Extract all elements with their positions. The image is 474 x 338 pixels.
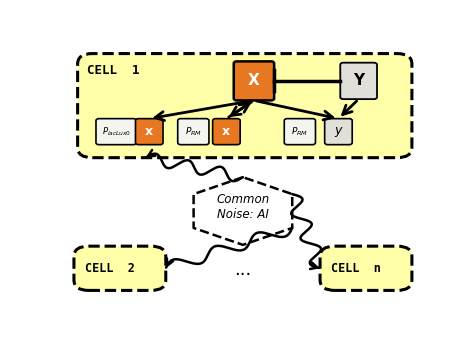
FancyBboxPatch shape <box>325 119 352 145</box>
Text: Common
Noise: AI: Common Noise: AI <box>216 193 270 221</box>
Text: Y: Y <box>353 73 364 89</box>
FancyBboxPatch shape <box>78 53 412 158</box>
FancyBboxPatch shape <box>74 246 166 290</box>
Text: $\mathbf{x}$: $\mathbf{x}$ <box>221 125 231 138</box>
Text: $P_{RM}$: $P_{RM}$ <box>185 125 202 138</box>
FancyBboxPatch shape <box>178 119 209 145</box>
Text: CELL  n: CELL n <box>331 262 381 275</box>
Text: X: X <box>248 73 260 89</box>
Text: $P_{lacLux0}$: $P_{lacLux0}$ <box>101 125 131 138</box>
FancyBboxPatch shape <box>284 119 316 145</box>
Text: $\mathbf{x}$: $\mathbf{x}$ <box>144 125 154 138</box>
Text: CELL  2: CELL 2 <box>85 262 135 275</box>
FancyBboxPatch shape <box>96 119 137 145</box>
Text: CELL  1: CELL 1 <box>87 64 139 77</box>
Text: $y$: $y$ <box>334 125 343 139</box>
Text: $P_{RM}$: $P_{RM}$ <box>292 125 309 138</box>
FancyBboxPatch shape <box>213 119 240 145</box>
FancyBboxPatch shape <box>320 246 412 290</box>
FancyBboxPatch shape <box>340 63 377 99</box>
Text: ...: ... <box>234 261 252 279</box>
FancyBboxPatch shape <box>234 62 274 100</box>
FancyBboxPatch shape <box>136 119 163 145</box>
